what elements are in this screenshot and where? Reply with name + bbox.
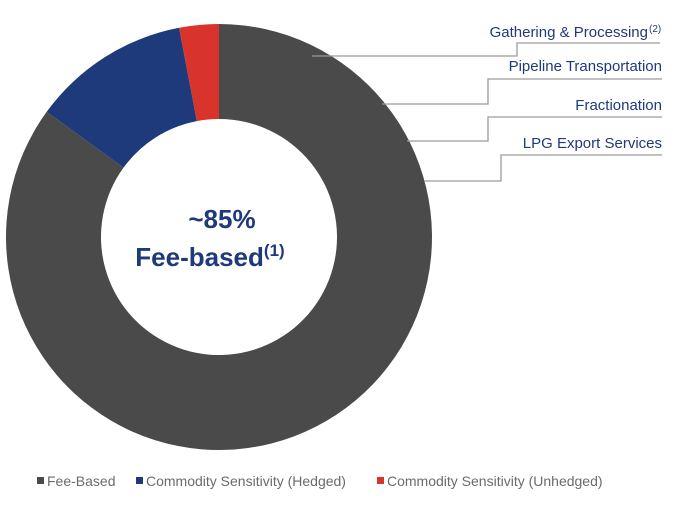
legend-label: Commodity Sensitivity (Unhedged) xyxy=(387,473,603,489)
center-caption-text: Fee-based xyxy=(135,242,264,272)
legend-swatch xyxy=(136,477,143,484)
center-caption: Fee-based(1) xyxy=(135,241,284,272)
callout-line xyxy=(312,42,660,57)
legend-swatch xyxy=(37,477,44,484)
donut-slice-fee-based xyxy=(5,24,433,451)
callout-label-pipeline-transportation: Pipeline Transportation xyxy=(509,58,662,75)
slices-layer xyxy=(5,24,433,451)
callout-line xyxy=(407,116,662,142)
center-label: ~85% Fee-based(1) xyxy=(135,204,284,272)
donut-slice-commodity-sensitivity-unhedged xyxy=(179,24,219,122)
center-caption-sup: (1) xyxy=(264,241,285,260)
callout-sup: (2) xyxy=(649,24,661,35)
callout-label-gathering-processing: Gathering & Processing xyxy=(490,24,648,41)
callout-line xyxy=(382,78,662,105)
legend: Fee-Based Commodity Sensitivity (Hedged) C… xyxy=(37,473,603,489)
callout-line xyxy=(424,154,662,182)
donut-slice-commodity-sensitivity-hedged xyxy=(46,27,197,168)
callouts-layer: Gathering & Processing (2) Pipeline Transp… xyxy=(312,24,662,182)
legend-swatch xyxy=(377,477,384,484)
center-percentage: ~85% xyxy=(188,204,255,234)
callout-label-fractionation: Fractionation xyxy=(575,97,662,114)
legend-label: Fee-Based xyxy=(47,473,115,489)
callout-label-lpg-export-services: LPG Export Services xyxy=(523,135,662,152)
legend-label: Commodity Sensitivity (Hedged) xyxy=(146,473,346,489)
